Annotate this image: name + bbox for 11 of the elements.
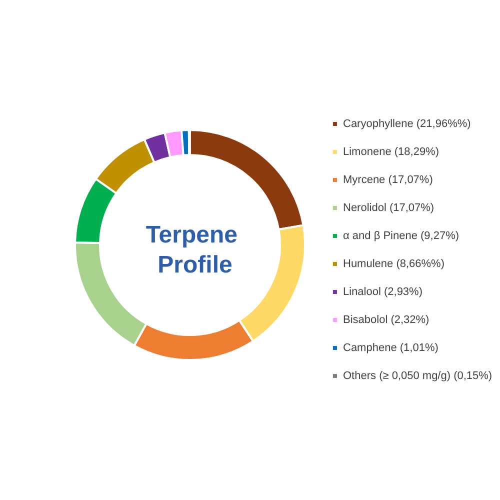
legend-label: Limonene (18,29%) bbox=[343, 146, 440, 158]
text: Terpene Profile bbox=[146, 222, 244, 278]
legend-label: Others (≥ 0,050 mg/g) (0,15%) bbox=[343, 370, 492, 382]
legend-label: Camphene (1,01%) bbox=[343, 342, 438, 354]
legend-label: Bisabolol (2,32%) bbox=[343, 314, 430, 326]
legend-label: Humulene (8,66%%) bbox=[343, 258, 444, 270]
legend-label: Linalool (2,93%) bbox=[343, 286, 422, 298]
legend-label: α and β Pinene (9,27%) bbox=[343, 230, 460, 242]
legend-label: Myrcene (17,07%) bbox=[343, 174, 433, 186]
legend-label: Caryophyllene (21,96%%) bbox=[343, 118, 471, 130]
legend-label: Nerolidol (17,07%) bbox=[343, 202, 434, 214]
